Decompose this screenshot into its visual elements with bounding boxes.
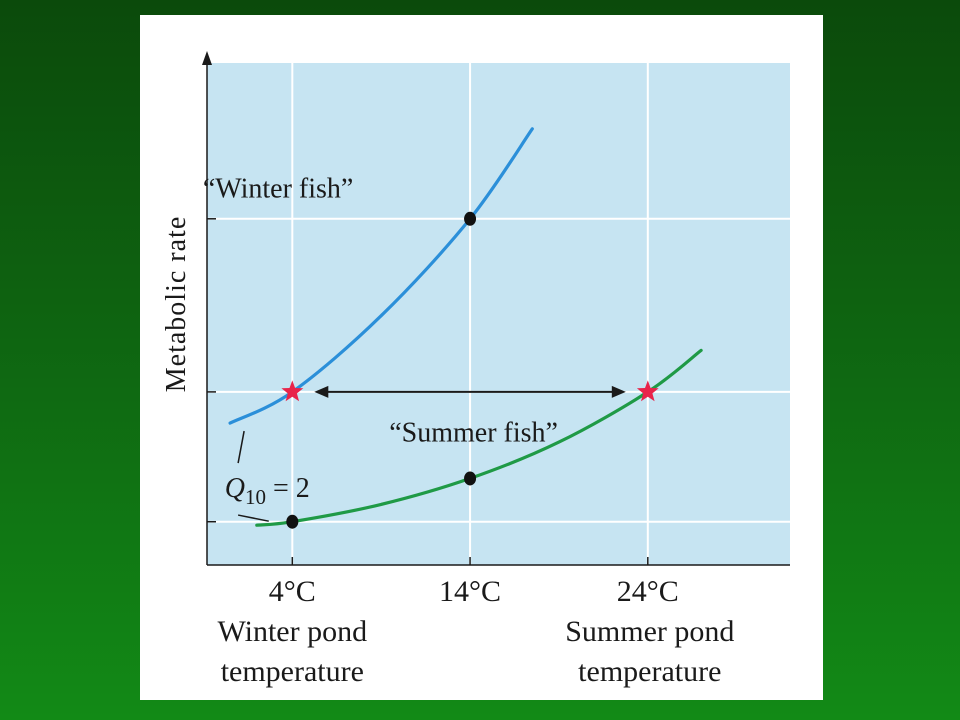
series-label-summer-fish: “Summer fish” (389, 418, 558, 449)
series-0-point-0 (464, 211, 477, 226)
x-tick-label-1: 14°C (439, 575, 501, 608)
x-tick-label-0: 4°C (269, 575, 316, 608)
series-label-winter-fish: “Winter fish” (203, 174, 353, 205)
q10-bracket-lower (237, 514, 269, 522)
q10-label-subscript: 10 (245, 485, 266, 509)
slide-panel: Metabolic rate 4°C 14°C 24°C Winter pond temp… (140, 15, 823, 700)
x-tick-label-2: 24°C (617, 575, 679, 608)
star-marker-0 (281, 380, 304, 402)
x-category-0-line-0: Winter pond (218, 615, 368, 648)
series-line-0 (228, 127, 534, 425)
series-1-point-1 (464, 471, 477, 486)
x-category-0-line-1: temperature (221, 655, 364, 688)
q10-bracket-upper (237, 430, 245, 464)
grid-layer (207, 63, 790, 565)
q10-label: Q10 = 2 (225, 473, 310, 509)
series-1-point-0 (286, 514, 299, 529)
y-axis-label: Metabolic rate (161, 216, 192, 392)
q10-label-prefix: Q (225, 473, 245, 504)
range-arrowhead-left (314, 385, 329, 398)
annotation-layer (237, 380, 659, 522)
y-axis-arrowhead (202, 51, 212, 65)
range-arrowhead-right (611, 385, 626, 398)
q10-metabolic-rate-chart: Metabolic rate 4°C 14°C 24°C Winter pond temp… (161, 51, 790, 688)
x-category-1-line-1: temperature (578, 655, 721, 688)
x-category-1-line-0: Summer pond (565, 615, 734, 648)
label-layer: Metabolic rate 4°C 14°C 24°C Winter pond temp… (161, 174, 734, 688)
star-marker-1 (636, 380, 659, 402)
q10-label-suffix: = 2 (266, 473, 310, 504)
axes-layer (202, 51, 790, 566)
plot-background (207, 63, 790, 565)
